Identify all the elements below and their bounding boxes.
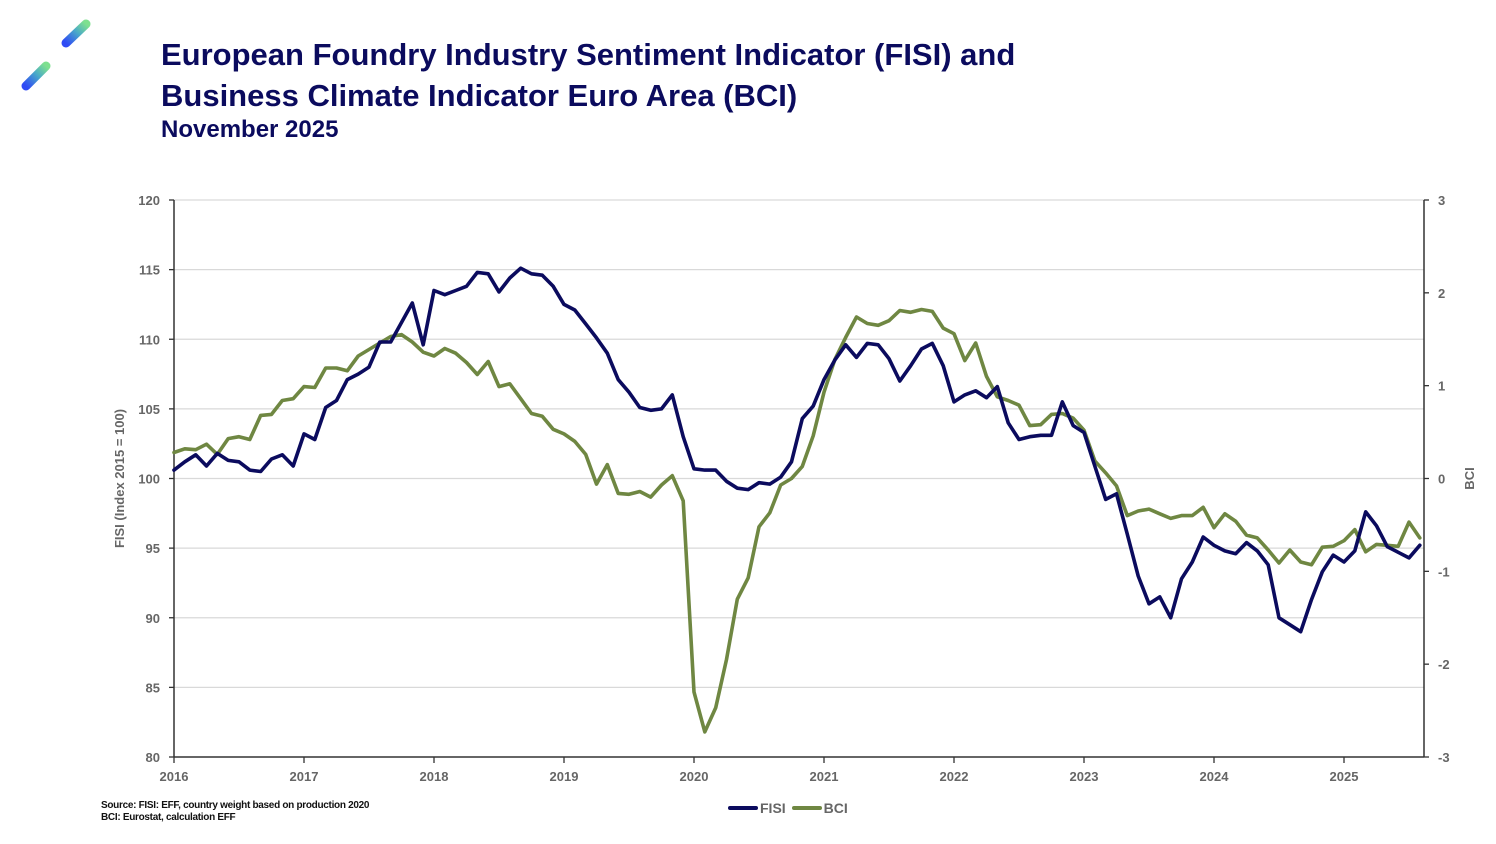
- y-tick-label: 120: [138, 193, 160, 208]
- title-line-1: European Foundry Industry Sentiment Indi…: [161, 37, 1016, 72]
- y-tick-label: 100: [138, 472, 160, 487]
- legend-swatch-bci: [791, 806, 822, 810]
- axes: [169, 199, 1429, 763]
- legend-label-bci: BCI: [823, 800, 848, 816]
- x-tick-label: 2023: [1070, 769, 1099, 784]
- y-axis-title: FISI (Index 2015 = 100): [112, 409, 127, 548]
- eff-logo-icon: [14, 16, 98, 96]
- gridlines: [174, 199, 1424, 689]
- source-note: Source: FISI: EFF, country weight based …: [101, 800, 370, 824]
- x-tick-label: 2019: [550, 769, 579, 784]
- series-lines: [172, 266, 1422, 734]
- y2-tick-label: -1: [1438, 564, 1450, 579]
- x-tick-label: 2018: [420, 769, 449, 784]
- series-line-fisi: [172, 266, 1422, 634]
- x-tick-label: 2017: [290, 769, 319, 784]
- x-tick-label: 2020: [680, 769, 709, 784]
- legend-label-fisi: FISI: [760, 800, 786, 816]
- legend-swatch-fisi: [728, 806, 758, 810]
- x-tick-label: 2025: [1330, 769, 1359, 784]
- y-tick-label: 90: [146, 611, 160, 626]
- y2-tick-label: 0: [1438, 472, 1445, 487]
- y2-tick-label: 1: [1438, 379, 1445, 394]
- y2-axis-title: BCI: [1462, 467, 1477, 489]
- x-tick-label: 2022: [940, 769, 969, 784]
- legend-item-bci: BCI: [791, 800, 848, 816]
- x-tick-label: 2016: [160, 769, 189, 784]
- tick-labels: 80 85 90 95 100 105 110 115 120 -3 -2 -1 0 1 2 3 2016 201…: [112, 193, 1477, 784]
- chart-subtitle: November 2025: [161, 116, 339, 143]
- x-tick-label: 2021: [810, 769, 839, 784]
- chart-legend: FISI BCI: [728, 800, 854, 816]
- y-tick-label: 85: [146, 680, 160, 695]
- y-tick-label: 115: [139, 263, 160, 278]
- legend-item-fisi: FISI: [728, 800, 786, 816]
- y2-tick-label: 3: [1438, 193, 1445, 208]
- source-line-2: BCI: Eurostat, calculation EFF: [101, 812, 236, 823]
- source-line-1: Source: FISI: EFF, country weight based …: [101, 800, 370, 811]
- x-tick-label: 2024: [1200, 769, 1230, 784]
- title-line-2: Business Climate Indicator Euro Area (BC…: [161, 78, 798, 113]
- y2-tick-label: -2: [1438, 657, 1450, 672]
- y-tick-label: 80: [146, 750, 160, 765]
- y2-tick-label: 2: [1438, 286, 1445, 301]
- chart-title: European Foundry Industry Sentiment Indi…: [161, 34, 1015, 116]
- y2-tick-label: -3: [1438, 750, 1450, 765]
- y-tick-label: 95: [146, 541, 160, 556]
- y-tick-label: 110: [139, 332, 160, 347]
- y-tick-label: 105: [138, 402, 160, 417]
